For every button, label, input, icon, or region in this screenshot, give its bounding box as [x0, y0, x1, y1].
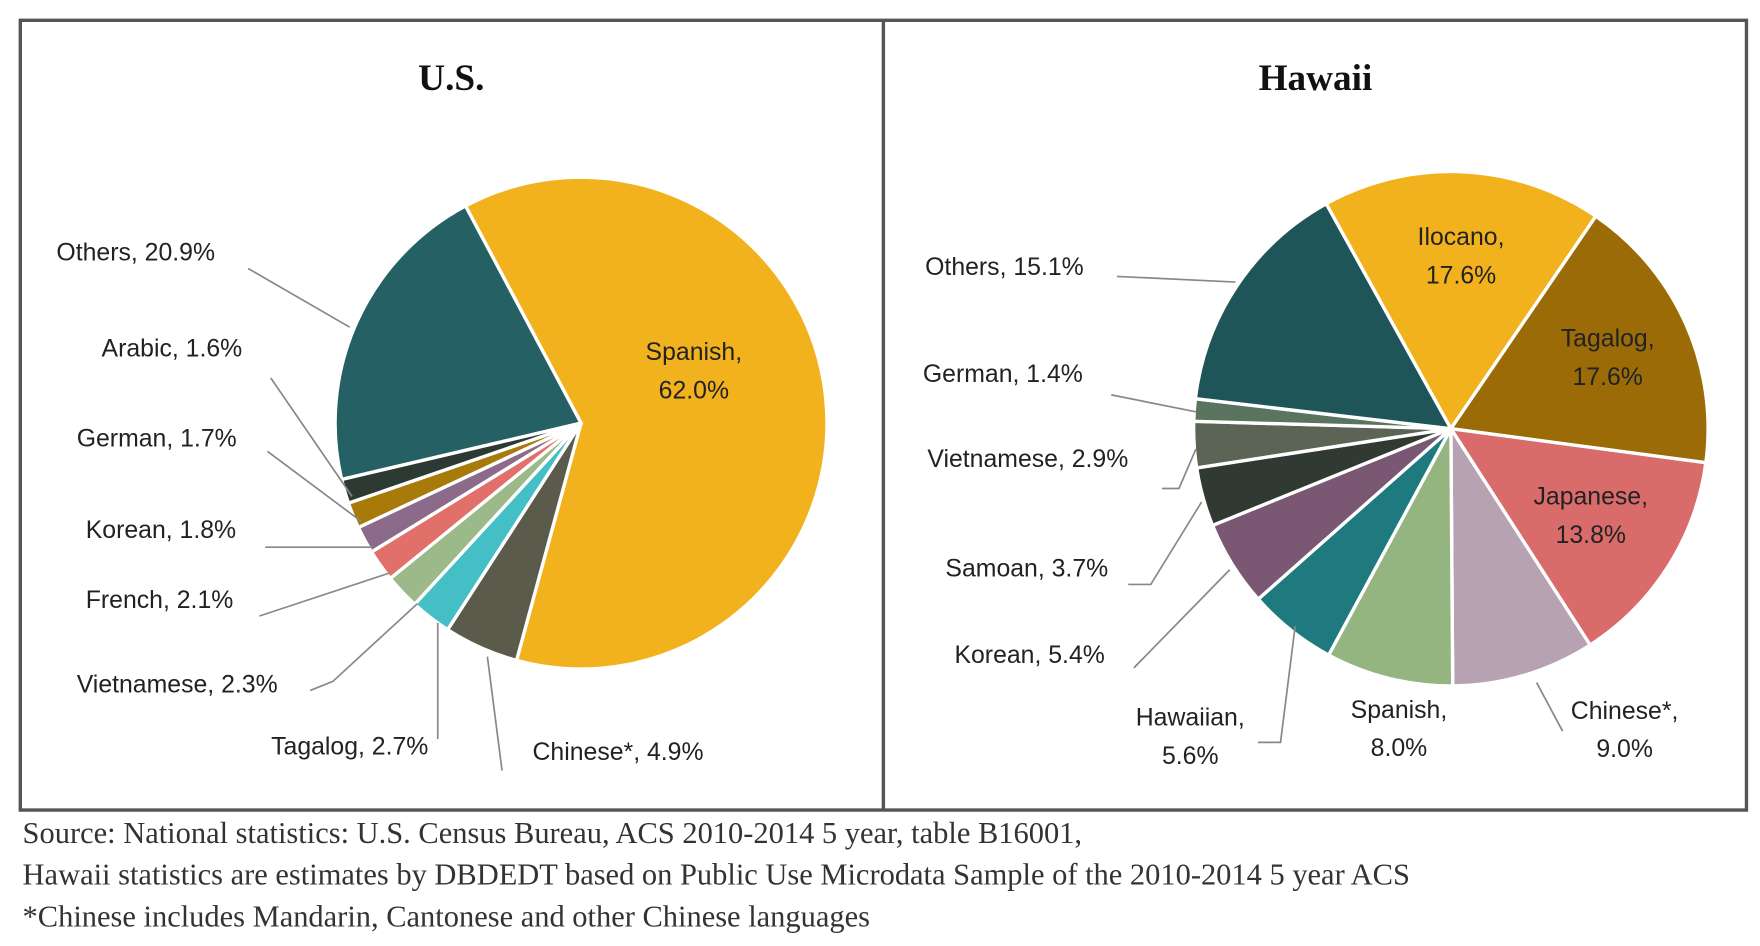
- slice-label: Spanish, 62.0%: [646, 339, 743, 404]
- label-line: Tagalog,: [1561, 325, 1655, 352]
- label-line: Ilocano,: [1418, 224, 1505, 251]
- slice-label: Hawaiian, 5.6%: [1136, 704, 1245, 769]
- note: Hawaii statistics are estimates by DBDED…: [23, 858, 1410, 892]
- pie-slice: [333, 203, 584, 482]
- leader-line: [259, 572, 390, 617]
- slice-label: Others, 20.9%: [56, 239, 215, 266]
- pie-slice: [1193, 201, 1454, 431]
- label-line: 17.6%: [1426, 262, 1496, 289]
- pie-slice: [1323, 169, 1599, 432]
- chart-title: Hawaii: [1259, 58, 1373, 99]
- label-line: 13.8%: [1556, 521, 1626, 548]
- leader-line: [1133, 569, 1231, 669]
- note: *Chinese includes Mandarin, Cantonese an…: [23, 899, 870, 933]
- slice-label: Spanish, 8.0%: [1351, 696, 1448, 761]
- pie-slice: [463, 175, 829, 671]
- label-line: Spanish,: [646, 339, 743, 366]
- slice-label: Vietnamese, 2.3%: [77, 672, 278, 699]
- slice-label: French, 2.1%: [86, 587, 234, 614]
- leader-line: [1535, 682, 1564, 732]
- pie-slice: [1326, 427, 1455, 688]
- slice-label: Others, 15.1%: [925, 254, 1084, 281]
- leader-line: [309, 602, 419, 692]
- leader-line: [1257, 626, 1297, 744]
- label-line: Chinese*,: [1571, 697, 1679, 724]
- slice-label: Tagalog, 17.6%: [1561, 325, 1655, 390]
- label-line: Spanish,: [1351, 696, 1448, 723]
- slice-label: Korean, 1.8%: [86, 517, 236, 544]
- label-line: 17.6%: [1573, 364, 1643, 391]
- pie-slice: [1449, 422, 1593, 688]
- leader-line: [266, 450, 362, 522]
- leader-line: [1128, 501, 1203, 586]
- pie-slice: [1447, 213, 1710, 465]
- leader-line: [270, 377, 353, 497]
- slice-label: Tagalog, 2.7%: [271, 734, 428, 761]
- leader-line: [486, 656, 503, 771]
- label-line: 62.0%: [659, 377, 729, 404]
- slice-label: German, 1.4%: [923, 361, 1083, 388]
- note: Source: National statistics: U.S. Census…: [23, 816, 1082, 850]
- label-line: Hawaiian,: [1136, 704, 1245, 731]
- pie-slice: [1447, 426, 1708, 648]
- label-line: 5.6%: [1162, 743, 1219, 770]
- leader-line: [247, 267, 351, 328]
- slice-label: Chinese*, 9.0%: [1571, 697, 1679, 762]
- label-line: 9.0%: [1596, 736, 1653, 763]
- slice-label: German, 1.7%: [77, 426, 237, 453]
- slice-label: Korean, 5.4%: [954, 642, 1104, 669]
- slice-label: Arabic, 1.6%: [102, 335, 243, 362]
- slice-label: Chinese*, 4.9%: [533, 739, 704, 766]
- slice-label: Samoan, 3.7%: [945, 555, 1108, 582]
- chart-title: U.S.: [418, 58, 484, 99]
- label-line: 8.0%: [1371, 735, 1428, 762]
- slice-label: Japanese, 13.8%: [1534, 483, 1649, 548]
- slice-label: Vietnamese, 2.9%: [927, 446, 1128, 473]
- slice-label: Ilocano, 17.6%: [1418, 224, 1505, 289]
- leader-line: [1111, 394, 1197, 413]
- leader-line: [1116, 275, 1236, 283]
- label-line: Japanese,: [1534, 483, 1649, 510]
- leader-line: [1162, 448, 1197, 490]
